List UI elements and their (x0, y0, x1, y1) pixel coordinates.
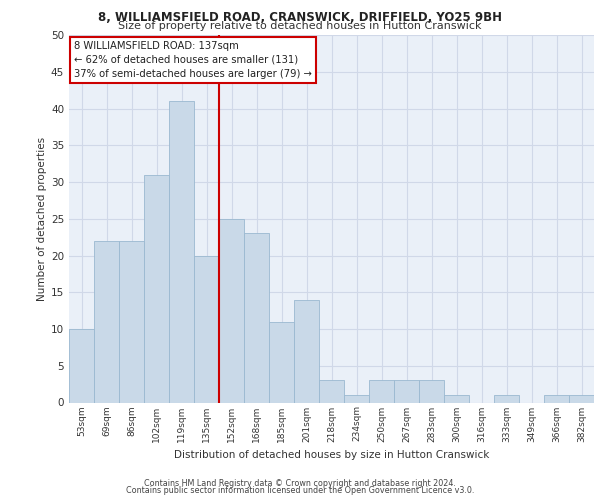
Bar (444, 395, 469, 402)
Bar (119, 241, 144, 402)
Bar (94, 241, 119, 402)
Bar (194, 256, 219, 402)
Bar (394, 380, 419, 402)
Bar (244, 234, 269, 402)
Bar (344, 395, 369, 402)
Text: 8 WILLIAMSFIELD ROAD: 137sqm
← 62% of detached houses are smaller (131)
37% of s: 8 WILLIAMSFIELD ROAD: 137sqm ← 62% of de… (74, 40, 312, 78)
Text: 8, WILLIAMSFIELD ROAD, CRANSWICK, DRIFFIELD, YO25 9BH: 8, WILLIAMSFIELD ROAD, CRANSWICK, DRIFFI… (98, 11, 502, 24)
Bar (269, 322, 294, 402)
Bar (219, 219, 244, 402)
Bar (294, 300, 319, 403)
Bar (69, 329, 94, 402)
Bar (569, 395, 594, 402)
Y-axis label: Number of detached properties: Number of detached properties (37, 136, 47, 301)
Bar (169, 101, 194, 402)
Text: Contains public sector information licensed under the Open Government Licence v3: Contains public sector information licen… (126, 486, 474, 495)
Bar (544, 395, 569, 402)
X-axis label: Distribution of detached houses by size in Hutton Cranswick: Distribution of detached houses by size … (174, 450, 489, 460)
Bar (494, 395, 519, 402)
Text: Contains HM Land Registry data © Crown copyright and database right 2024.: Contains HM Land Registry data © Crown c… (144, 478, 456, 488)
Bar (319, 380, 344, 402)
Bar (419, 380, 444, 402)
Text: Size of property relative to detached houses in Hutton Cranswick: Size of property relative to detached ho… (118, 21, 482, 31)
Bar (369, 380, 394, 402)
Bar (144, 174, 169, 402)
